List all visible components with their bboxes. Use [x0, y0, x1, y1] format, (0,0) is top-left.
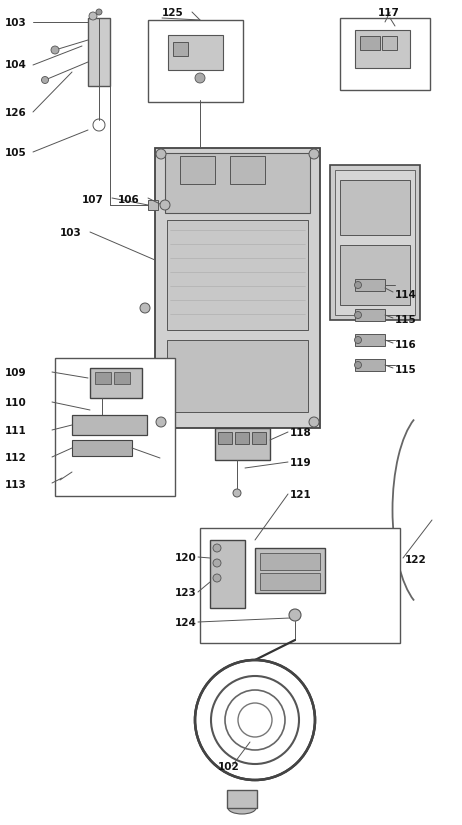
Circle shape: [289, 609, 301, 621]
Bar: [355, 30, 410, 68]
Circle shape: [156, 149, 166, 159]
Circle shape: [96, 9, 102, 15]
Bar: [260, 573, 320, 590]
Text: 103: 103: [5, 18, 27, 28]
Text: 105: 105: [5, 148, 27, 158]
Circle shape: [354, 361, 361, 369]
Circle shape: [213, 559, 221, 567]
Bar: [168, 35, 223, 70]
Text: 119: 119: [290, 458, 312, 468]
Circle shape: [195, 73, 205, 83]
Circle shape: [51, 46, 59, 54]
Circle shape: [42, 77, 49, 83]
Text: 106: 106: [118, 195, 140, 205]
Bar: [255, 548, 325, 593]
Bar: [165, 153, 310, 213]
Bar: [180, 156, 215, 184]
Text: 123: 123: [175, 588, 197, 598]
Circle shape: [238, 703, 272, 737]
Text: 120: 120: [175, 553, 197, 563]
Text: 121: 121: [290, 490, 312, 500]
Bar: [72, 440, 132, 456]
Text: 122: 122: [405, 555, 427, 565]
Text: 126: 126: [5, 108, 27, 118]
Text: 115: 115: [395, 365, 417, 375]
Bar: [148, 200, 158, 210]
Bar: [72, 415, 147, 435]
Bar: [215, 428, 270, 460]
Text: 109: 109: [5, 368, 27, 378]
Text: 115: 115: [395, 315, 417, 325]
Text: 124: 124: [175, 618, 197, 628]
Bar: [340, 180, 410, 235]
Text: 102: 102: [218, 762, 240, 772]
Bar: [230, 156, 265, 184]
Bar: [355, 359, 385, 371]
Text: 114: 114: [395, 290, 417, 300]
Circle shape: [140, 303, 150, 313]
Circle shape: [354, 281, 361, 289]
Ellipse shape: [228, 802, 256, 814]
Circle shape: [309, 417, 319, 427]
Bar: [95, 372, 111, 384]
Bar: [340, 18, 430, 90]
Circle shape: [354, 312, 361, 318]
Bar: [260, 553, 320, 570]
Bar: [88, 18, 110, 86]
Bar: [114, 372, 130, 384]
Bar: [355, 309, 385, 321]
Text: 125: 125: [162, 8, 184, 18]
Bar: [235, 432, 249, 444]
Bar: [252, 432, 266, 444]
Bar: [155, 148, 320, 428]
Text: 113: 113: [5, 480, 27, 490]
Circle shape: [233, 489, 241, 497]
Bar: [55, 358, 175, 496]
Bar: [335, 170, 415, 315]
Circle shape: [354, 337, 361, 343]
Text: 103: 103: [60, 228, 82, 238]
Text: 110: 110: [5, 398, 27, 408]
Circle shape: [309, 149, 319, 159]
Bar: [167, 340, 308, 412]
Text: 107: 107: [82, 195, 104, 205]
Bar: [340, 245, 410, 305]
Text: 104: 104: [5, 60, 27, 70]
Circle shape: [89, 12, 97, 20]
Text: 118: 118: [290, 428, 312, 438]
Text: 111: 111: [5, 426, 27, 436]
Bar: [227, 790, 257, 808]
Circle shape: [213, 574, 221, 582]
Bar: [90, 368, 142, 398]
Bar: [355, 334, 385, 346]
Circle shape: [160, 200, 170, 210]
Circle shape: [213, 544, 221, 552]
Bar: [167, 220, 308, 330]
Text: 112: 112: [5, 453, 27, 463]
Bar: [218, 432, 232, 444]
Bar: [200, 528, 400, 643]
Bar: [382, 36, 397, 50]
Text: 117: 117: [378, 8, 400, 18]
Bar: [355, 279, 385, 291]
Text: 116: 116: [395, 340, 417, 350]
Bar: [210, 540, 245, 608]
Bar: [330, 165, 420, 320]
Bar: [148, 20, 243, 102]
Bar: [173, 42, 188, 56]
Bar: [360, 36, 380, 50]
Circle shape: [156, 417, 166, 427]
